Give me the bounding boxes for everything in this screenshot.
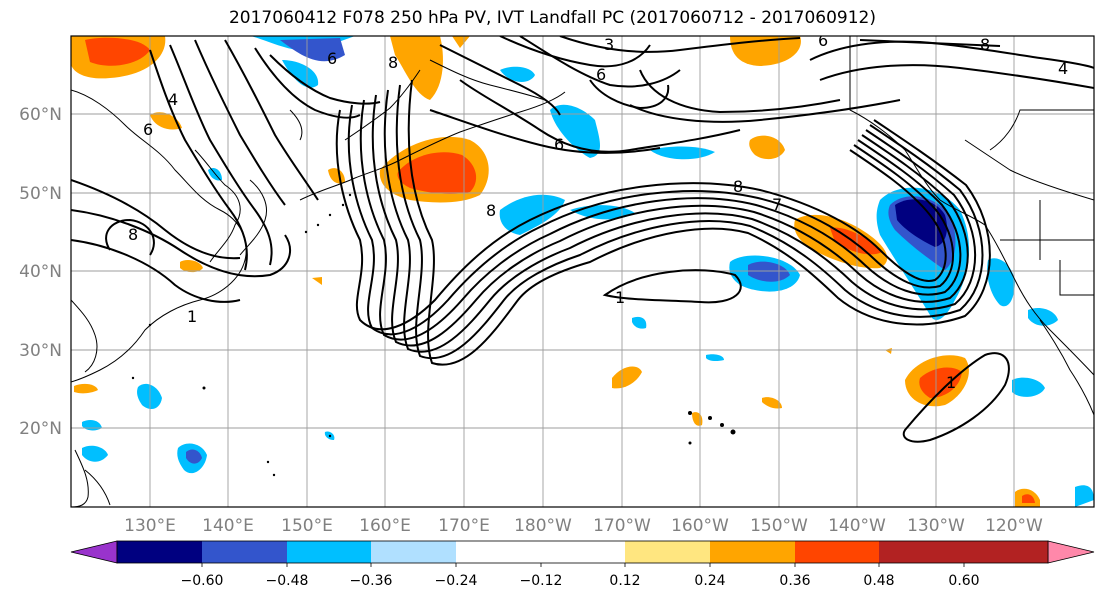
contour-label: 3 [604,35,614,54]
contour-label: 7 [772,195,782,214]
colorbar-tick-label: −0.12 [520,573,563,589]
lon-label: 150°E [281,516,333,536]
colorbar-swatch [879,541,964,563]
map-title: 2017060412 F078 250 hPa PV, IVT Landfall… [228,8,876,28]
colorbar-tick-label: 0.36 [779,573,810,589]
colorbar-tick-label: −0.48 [266,573,309,589]
contour-label: 6 [554,135,564,154]
contour-label: 1 [187,307,197,326]
lon-label: 160°W [671,516,729,536]
colorbar-border [116,540,1049,564]
colorbar-swatch [710,541,795,563]
contour-label: 4 [1058,59,1068,78]
latitude-labels: 60°N 50°N 40°N 30°N 20°N [19,105,62,439]
contour-label: 8 [733,177,743,196]
contour-label: 8 [388,53,398,72]
map-frame-border [70,35,1095,508]
colorbar-extend-right [1047,540,1095,564]
islands [131,193,736,477]
contour-label: 8 [980,35,990,54]
colorbar-swatch [117,541,202,563]
colorbar-ticks [201,563,965,567]
contour-label-group: 3 6 6 6 8 8 8 4 4 6 6 8 7 1 1 1 8 [128,31,1068,392]
colorbar-tick-label: −0.36 [350,573,393,589]
colorbar-swatch [964,541,1048,563]
lon-label: 120°W [985,516,1043,536]
lon-label: 150°W [750,516,808,536]
lon-label: 130°E [124,516,176,536]
coastlines [71,36,1094,507]
lon-label: 160°E [359,516,411,536]
pv-negative-shading [82,36,1094,507]
lat-label: 30°N [19,341,62,361]
contour-label: 6 [596,65,606,84]
pv-positive-shading [71,36,1040,507]
colorbar-tick-label: 0.12 [609,573,640,589]
lon-label: 130°W [907,516,965,536]
lon-label: 170°W [593,516,651,536]
colorbar-swatch [625,541,710,563]
lon-label: 180°W [514,516,572,536]
colorbar-swatch [795,541,879,563]
colorbar-swatch [456,541,541,563]
lat-label: 40°N [19,262,62,282]
colorbar: −0.60 −0.48 −0.36 −0.24 −0.12 0.12 0.24 … [70,540,1095,589]
graticule-grid [71,36,1094,507]
colorbar-tick-label: 0.60 [948,573,979,589]
lon-label: 140°E [202,516,254,536]
lat-label: 60°N [19,105,62,125]
contour-label: 4 [168,90,178,109]
contour-label: 8 [128,225,138,244]
contour-label: 6 [143,120,153,139]
colorbar-tick-label: 0.24 [694,573,725,589]
contour-label: 1 [615,288,625,307]
colorbar-extend-left [70,540,118,564]
lat-label: 20°N [19,419,62,439]
colorbar-swatch [371,541,456,563]
contour-label: 6 [818,31,828,50]
lat-label: 50°N [19,184,62,204]
colorbar-tick-label: −0.24 [435,573,478,589]
colorbar-swatch [202,541,287,563]
contour-label: 6 [327,49,337,68]
contour-label: 1 [946,373,956,392]
colorbar-swatch [287,541,371,563]
ivt-contours [71,36,1094,443]
colorbar-swatch [541,541,625,563]
lon-label: 170°E [438,516,490,536]
longitude-labels: 130°E 140°E 150°E 160°E 170°E 180°W 170°… [124,516,1043,536]
colorbar-tick-label: −0.60 [181,573,224,589]
contour-label: 8 [486,201,496,220]
colorbar-tick-label: 0.48 [863,573,894,589]
lon-label: 140°W [828,516,886,536]
